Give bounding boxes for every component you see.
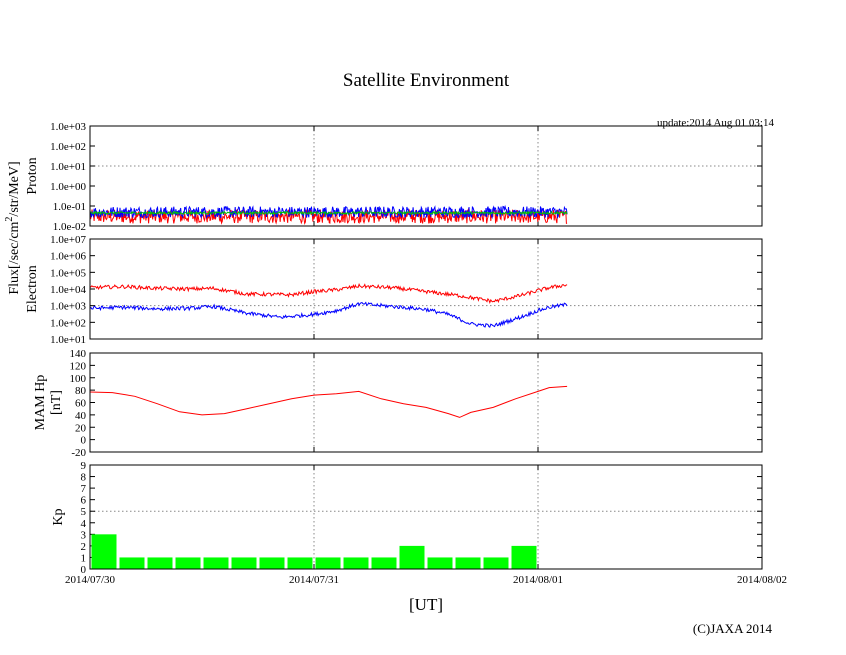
y-tick-label: 1.0e+01 (50, 161, 86, 173)
y-tick-label: 1.0e+07 (50, 234, 86, 246)
y-tick-label: 1.0e+02 (50, 317, 86, 329)
kp-bar (343, 557, 369, 569)
kp-bar (455, 557, 481, 569)
kp-bar (399, 545, 425, 569)
kp-bar (427, 557, 453, 569)
kp-bar (147, 557, 173, 569)
y-tick-label: 1 (81, 552, 87, 564)
kp-bar (371, 557, 397, 569)
y-tick-label: 1.0e+03 (50, 301, 86, 313)
y-tick-label: 1.0e+01 (50, 334, 86, 346)
y-tick-label: 120 (70, 360, 87, 372)
proton-panel-frame (89, 125, 763, 227)
y-tick-label: 1.0e+05 (50, 267, 86, 279)
y-tick-label: 3 (81, 529, 87, 541)
kp-bar (259, 557, 285, 569)
y-tick-label: 140 (70, 348, 87, 360)
kp-bar (287, 557, 313, 569)
x-axis-label: [UT] (409, 595, 443, 614)
y-tick-label: 40 (75, 410, 87, 422)
kp-bar (483, 557, 509, 569)
x-tick-label: 2014/08/01 (513, 574, 563, 586)
kp-bar (203, 557, 229, 569)
x-tick-label: 2014/07/30 (65, 574, 116, 586)
y-tick-label: 1.0e-01 (53, 201, 86, 213)
kp-bar (175, 557, 201, 569)
y-tick-label: 5 (81, 506, 87, 518)
y-tick-label: 7 (81, 483, 87, 495)
proton-axis-label: Proton (25, 157, 40, 194)
kp-bar (315, 557, 341, 569)
chart-title: Satellite Environment (343, 70, 510, 91)
kp-bar (119, 557, 145, 569)
y-tick-label: 1.0e+04 (50, 284, 86, 296)
y-tick-label: 20 (75, 422, 87, 434)
y-tick-label: 4 (81, 518, 87, 530)
y-tick-label: 1.0e+06 (50, 251, 86, 263)
y-tick-label: 1.0e+00 (50, 181, 86, 193)
y-tick-label: 0 (81, 564, 87, 576)
y-tick-label: 6 (81, 495, 87, 507)
x-tick-label: 2014/07/31 (289, 574, 339, 586)
electron-high-energy-series (89, 301, 568, 328)
y-tick-label: 0 (81, 435, 87, 447)
mam-hp-axis-label: MAM Hp (33, 375, 48, 431)
copyright: (C)JAXA 2014 (693, 621, 773, 636)
update-timestamp: update:2014 Aug 01 03:14 (657, 117, 775, 129)
x-tick-label: 2014/08/02 (737, 574, 787, 586)
electron-low-energy-series (89, 282, 568, 305)
mam-hp-unit-label: [nT] (49, 390, 64, 415)
kp-bar (231, 557, 257, 569)
y-tick-label: 1.0e-02 (53, 221, 86, 233)
y-tick-label: 9 (81, 460, 87, 472)
y-tick-label: 80 (75, 385, 87, 397)
hp-series (89, 385, 568, 418)
y-tick-label: 8 (81, 472, 87, 484)
mam-hp-panel-frame (89, 352, 763, 453)
kp-bar (91, 534, 117, 569)
y-tick-label: 2 (81, 541, 87, 553)
y-tick-label: 1.0e+03 (50, 121, 86, 133)
y-tick-label: -20 (71, 447, 86, 459)
kp-axis-label: Kp (51, 508, 66, 525)
kp-panel-frame (89, 464, 763, 570)
electron-panel-frame (89, 238, 763, 340)
y-tick-label: 60 (75, 398, 87, 410)
y-tick-label: 1.0e+02 (50, 141, 86, 153)
kp-bar (511, 545, 537, 569)
proton-low-series (89, 210, 568, 216)
electron-axis-label: Electron (25, 265, 40, 312)
flux-axis-label: Flux[/sec/cm2/str/MeV] (4, 161, 22, 294)
y-tick-label: 100 (70, 373, 87, 385)
